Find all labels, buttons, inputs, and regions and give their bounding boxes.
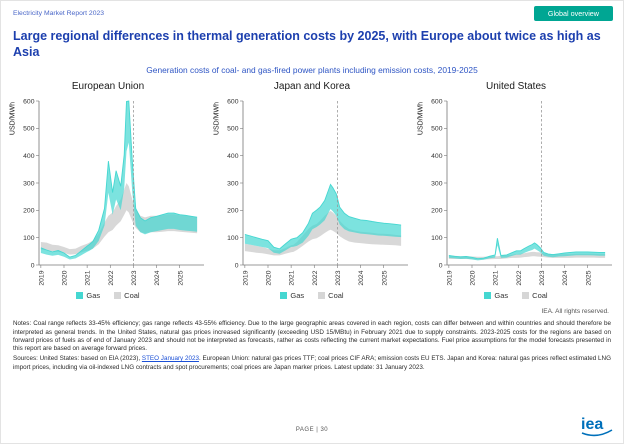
iea-logo-swoosh: [581, 429, 613, 437]
svg-text:0: 0: [235, 263, 239, 270]
legend-european-union: Gas Coal: [6, 291, 210, 300]
svg-text:300: 300: [431, 181, 443, 188]
svg-text:300: 300: [23, 181, 35, 188]
coal-legend-swatch: [114, 292, 122, 300]
svg-text:2021: 2021: [85, 271, 92, 286]
iea-logo-text: iea: [581, 416, 603, 433]
svg-text:USD/MWh: USD/MWh: [418, 102, 425, 135]
svg-text:2022: 2022: [312, 271, 319, 286]
chart-subtitle: Generation costs of coal- and gas-fired …: [146, 65, 478, 76]
sources-text: Sources: United States: based on EIA (20…: [13, 355, 611, 372]
legend-item-gas: Gas: [280, 291, 304, 300]
svg-text:200: 200: [23, 208, 35, 215]
gas-legend-swatch: [484, 292, 492, 300]
coal-legend-swatch: [522, 292, 530, 300]
european-union-chart: 0 100 200 300 400 500 600 2019 2020 2021 2022 2023 2…: [10, 99, 204, 286]
svg-text:2019: 2019: [447, 271, 454, 286]
steo-link[interactable]: STEO January 2023: [141, 355, 199, 363]
svg-text:2025: 2025: [585, 271, 592, 286]
coal-legend-swatch: [318, 292, 326, 300]
svg-text:2023: 2023: [539, 271, 546, 286]
svg-text:500: 500: [23, 126, 35, 133]
gas-legend-swatch: [280, 292, 288, 300]
svg-text:2024: 2024: [154, 271, 161, 286]
page-number: PAGE | 30: [295, 427, 329, 433]
chart-panel-european-union: European Union 0 100 200 300 400 500 600 2019 20…: [6, 81, 210, 300]
chart-title-japan-korea: Japan and Korea: [273, 81, 351, 93]
svg-text:2022: 2022: [516, 271, 523, 286]
svg-text:2025: 2025: [381, 271, 388, 286]
page-header: Electricity Market Report 2023 Global ov…: [1, 1, 623, 21]
legend-item-coal: Coal: [318, 291, 344, 301]
chart-title-european-union: European Union: [71, 81, 145, 93]
svg-text:200: 200: [431, 208, 443, 215]
legend-item-coal: Coal: [114, 291, 140, 301]
sources-suffix: . European Union: natural gas prices TTF…: [13, 355, 611, 371]
coal-legend-label: Coal: [532, 291, 548, 301]
svg-text:2021: 2021: [493, 271, 500, 286]
svg-text:2022: 2022: [108, 271, 115, 286]
svg-text:100: 100: [23, 235, 35, 242]
chart-title-united-states: United States: [485, 81, 547, 93]
svg-text:600: 600: [23, 99, 35, 106]
chart-panel-japan-korea: Japan and Korea 0 100 200 300 400 500 600 2019 2…: [210, 81, 414, 300]
legend-item-gas: Gas: [76, 291, 100, 300]
gas-legend-label: Gas: [494, 291, 509, 301]
svg-text:2025: 2025: [177, 271, 184, 286]
legend-item-gas: Gas: [484, 291, 508, 300]
svg-text:2020: 2020: [62, 271, 69, 286]
legend-item-coal: Coal: [522, 291, 548, 301]
svg-text:400: 400: [227, 153, 239, 160]
coal-legend-label: Coal: [328, 291, 344, 301]
svg-text:600: 600: [227, 99, 239, 106]
svg-text:2020: 2020: [266, 271, 273, 286]
svg-text:USD/MWh: USD/MWh: [10, 102, 17, 135]
svg-text:0: 0: [31, 263, 35, 270]
notes-text: Notes: Coal range reflects 33-45% effici…: [13, 320, 611, 353]
svg-text:500: 500: [227, 126, 239, 133]
legend-japan-korea: Gas Coal: [210, 291, 414, 300]
svg-text:2023: 2023: [335, 271, 342, 286]
charts-row: European Union 0 100 200 300 400 500 600 2019 20…: [1, 81, 623, 300]
legend-united-states: Gas Coal: [414, 291, 618, 300]
report-title: Electricity Market Report 2023: [13, 10, 105, 17]
rights-notice: IEA. All rights reserved.: [541, 308, 609, 316]
svg-text:500: 500: [431, 126, 443, 133]
svg-text:0: 0: [439, 263, 443, 270]
svg-text:200: 200: [227, 208, 239, 215]
gas-legend-swatch: [76, 292, 84, 300]
chart-panel-united-states: United States 0 100 200 300 400 500 600 2019 202…: [414, 81, 618, 300]
svg-text:2023: 2023: [131, 271, 138, 286]
svg-text:400: 400: [23, 153, 35, 160]
sources-prefix: Sources: United States: based on EIA (20…: [13, 355, 142, 363]
svg-text:300: 300: [227, 181, 239, 188]
svg-text:2024: 2024: [358, 271, 365, 286]
japan-korea-chart: 0 100 200 300 400 500 600 2019 2020 2021 2022 2023 2…: [214, 99, 408, 286]
svg-text:2019: 2019: [39, 271, 46, 286]
svg-text:2024: 2024: [562, 271, 569, 286]
united-states-chart: 0 100 200 300 400 500 600 2019 2020 2021 2022 2023 2…: [418, 99, 612, 286]
svg-text:2019: 2019: [243, 271, 250, 286]
gas-legend-label: Gas: [290, 291, 305, 301]
global-overview-button[interactable]: Global overview: [533, 6, 613, 21]
svg-text:2021: 2021: [289, 271, 296, 286]
svg-text:100: 100: [227, 235, 239, 242]
gas-legend-label: Gas: [86, 291, 101, 301]
svg-text:600: 600: [431, 99, 443, 106]
svg-text:100: 100: [431, 235, 443, 242]
svg-text:2020: 2020: [470, 271, 477, 286]
svg-text:400: 400: [431, 153, 443, 160]
page-title: Large regional differences in thermal ge…: [13, 29, 601, 59]
coal-legend-label: Coal: [124, 291, 140, 301]
iea-logo: iea: [581, 416, 613, 437]
svg-text:USD/MWh: USD/MWh: [214, 102, 221, 135]
